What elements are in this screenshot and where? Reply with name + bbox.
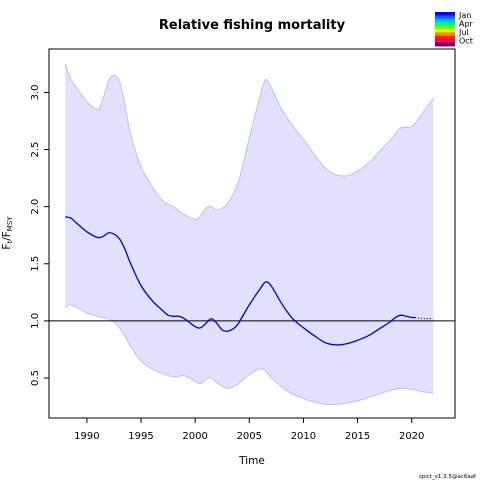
legend-color-swatch (435, 35, 455, 40)
legend-color-swatch (435, 32, 455, 37)
series-layer (65, 216, 434, 346)
y-tick-label: 3.0 (30, 84, 41, 100)
y-tick-label: 2.5 (30, 142, 41, 158)
legend-color-swatch (435, 42, 455, 47)
y-tick-label: 0.5 (30, 370, 41, 386)
x-tick-label: 2005 (237, 431, 262, 442)
legend-color-swatch (435, 15, 455, 20)
legend-color-swatch (435, 29, 455, 33)
x-tick-label: 2015 (345, 431, 370, 442)
x-tick-label: 1990 (74, 431, 99, 442)
x-axis: 1990 1995 2000 2005 2010 2015 2020 (74, 418, 424, 442)
confidence-band-layer (64, 63, 434, 405)
confidence-band-lower (65, 304, 434, 405)
estimate-line (65, 216, 415, 346)
x-tick-label: 2010 (291, 431, 316, 442)
plot-frame (48, 48, 456, 419)
legend-label: Jul (458, 28, 469, 37)
y-axis-title: Ft/FMSY (1, 216, 14, 250)
y-axis: 0.5 1.0 1.5 2.0 2.5 3.0 (30, 84, 49, 386)
x-axis-title: Time (238, 455, 265, 467)
x-tick-label: 1995 (128, 431, 153, 442)
legend-color-swatch (435, 22, 455, 26)
legend-color-swatch (435, 39, 455, 43)
version-footer: spict_v1.3.5@ac6aaf (419, 474, 477, 480)
y-tick-label: 1.5 (30, 256, 41, 272)
forecast-line (414, 317, 434, 320)
legend-color-swatch (435, 25, 455, 30)
legend-label: Apr (459, 20, 474, 29)
x-tick-label: 2000 (182, 431, 207, 442)
x-tick-label: 2020 (399, 431, 424, 442)
confidence-band-upper (64, 63, 434, 220)
y-tick-label: 1.0 (30, 313, 41, 329)
y-tick-label: 2.0 (30, 199, 41, 215)
confidence-band (65, 63, 434, 405)
chart-title: Relative fishing mortality (159, 18, 346, 33)
legend-label: Jan (458, 11, 471, 20)
legend-color-swatch (435, 12, 455, 16)
legend-label: Oct (459, 37, 473, 46)
legend-color-swatch (435, 18, 455, 23)
